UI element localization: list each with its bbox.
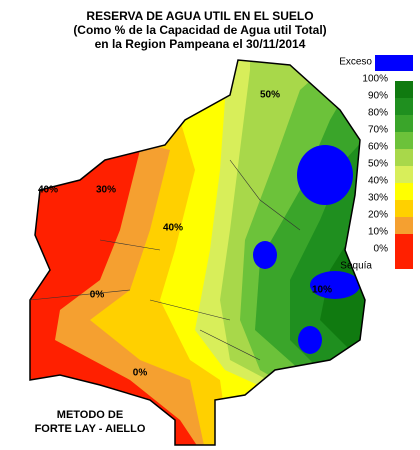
contour-label: 0% [133, 368, 148, 379]
legend-label: 0% [374, 244, 389, 255]
exceso-swatch [375, 55, 413, 71]
legend-label: Exceso [339, 57, 372, 68]
title-line: RESERVA DE AGUA UTIL EN EL SUELO [86, 9, 313, 23]
contour-label: 40% [38, 185, 58, 196]
legend-swatch [395, 115, 413, 132]
contour-label: 0% [90, 290, 105, 301]
legend-swatch [395, 98, 413, 115]
legend-label: 80% [368, 108, 388, 119]
province-lines [29, 159, 301, 361]
legend-label: Sequía [340, 261, 372, 272]
legend-swatch [395, 251, 413, 269]
legend-swatch [395, 200, 413, 217]
title-line: en la Region Pampeana el 30/11/2014 [95, 37, 306, 51]
legend-label: 70% [368, 125, 388, 136]
legend-label: 40% [368, 176, 388, 187]
map-outline [29, 59, 366, 446]
legend-label: 100% [362, 74, 388, 85]
title-line: (Como % de la Capacidad de Agua util Tot… [73, 23, 326, 37]
legend-label: 90% [368, 91, 388, 102]
contour-label: 50% [260, 90, 280, 101]
legend-label: 60% [368, 142, 388, 153]
contour-label: 10% [312, 285, 332, 296]
legend: Exceso 100% 90% 80% 70% 60% 50% 40% 30% 20% 10% 0%S… [339, 57, 413, 272]
contour-label: 40% [163, 223, 183, 234]
method-line: FORTE LAY - AIELLO [35, 423, 146, 435]
legend-label: 20% [368, 210, 388, 221]
method-line: METODO DE [57, 409, 123, 421]
legend-swatch [395, 217, 413, 234]
contour-label: 30% [96, 185, 116, 196]
legend-swatch [395, 166, 413, 183]
legend-swatch [395, 149, 413, 166]
legend-swatch [395, 81, 413, 98]
contour-labels: 50% 40% 0% 0% 10% 40% 30% [38, 90, 332, 379]
legend-label: 50% [368, 159, 388, 170]
legend-swatch [395, 132, 413, 149]
legend-label: 30% [368, 193, 388, 204]
legend-swatch [395, 234, 413, 251]
legend-swatch [395, 183, 413, 200]
legend-label: 10% [368, 227, 388, 238]
method: METODO DE FORTE LAY - AIELLO [35, 409, 146, 435]
title: RESERVA DE AGUA UTIL EN EL SUELO(Como % … [73, 9, 326, 51]
